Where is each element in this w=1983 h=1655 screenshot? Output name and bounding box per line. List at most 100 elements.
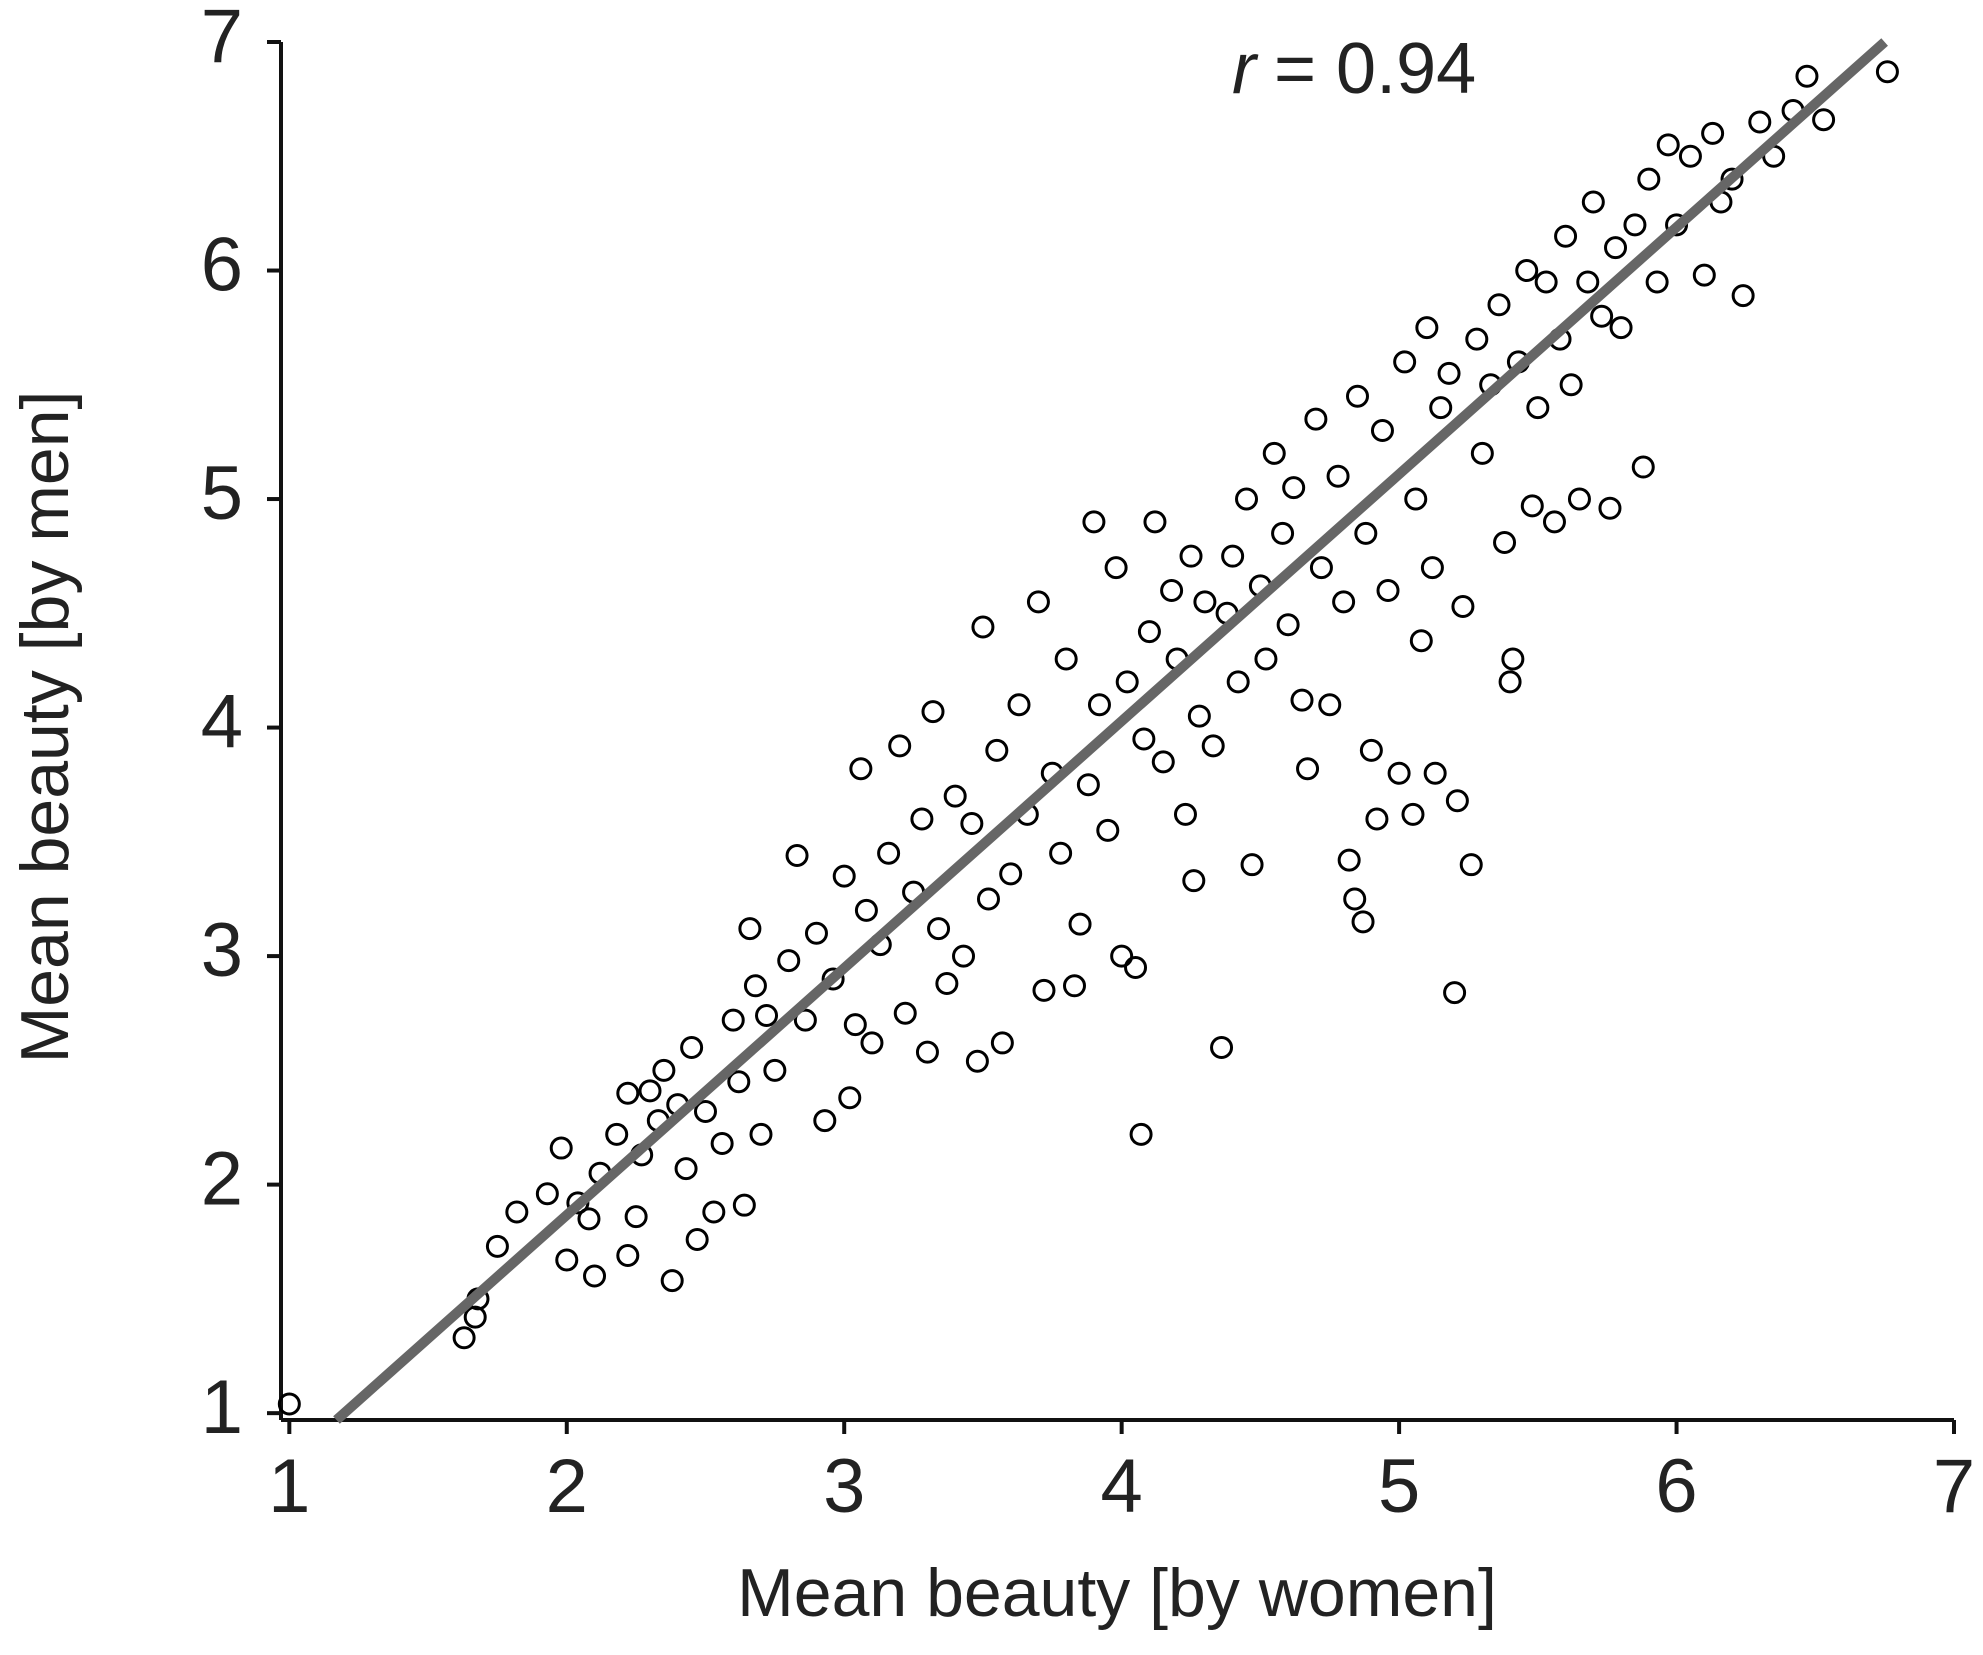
point [1487,293,1511,317]
point [1451,594,1475,618]
point [1493,530,1517,554]
point [738,917,762,941]
point [680,1036,704,1060]
point [1409,629,1433,653]
point [1692,263,1716,287]
point [965,1049,989,1073]
point [1420,556,1444,580]
point [616,1243,640,1267]
point [702,1200,726,1224]
point [1124,956,1148,980]
point [1096,818,1120,842]
point [910,807,934,831]
x-tick-label: 4 [1101,1444,1143,1529]
point [1179,544,1203,568]
point [693,1099,717,1123]
point [1068,912,1092,936]
point [1337,848,1361,872]
point [1554,224,1578,248]
point [1326,464,1350,488]
point [549,1136,573,1160]
point [1631,455,1655,479]
point [463,1305,487,1329]
point [1609,316,1633,340]
point [952,944,976,968]
point [943,784,967,808]
point [927,917,951,941]
point [1459,853,1483,877]
point [1115,670,1139,694]
point [452,1326,476,1350]
point [1271,521,1295,545]
annotation: r = 0.94 [1232,29,1476,109]
point [732,1193,756,1217]
point [1598,496,1622,520]
point [960,812,984,836]
point [843,1013,867,1037]
point [1104,556,1128,580]
point [1254,647,1278,671]
y-tick-label: 6 [201,223,243,308]
annotation-text: = 0.94 [1274,29,1476,109]
point [1404,487,1428,511]
point [821,967,845,991]
point [1415,316,1439,340]
point [763,1058,787,1082]
point [755,1004,779,1028]
y-tick-label: 4 [201,680,243,765]
point [1201,734,1225,758]
fit-line [333,38,1888,1424]
point [616,1081,640,1105]
point [935,972,959,996]
point [1542,510,1566,534]
point [1276,613,1300,637]
point [1318,693,1342,717]
point [1182,869,1206,893]
point [1304,407,1328,431]
point [1129,1122,1153,1146]
point [1875,60,1899,84]
point [1387,761,1411,785]
y-tick-label: 1 [201,1365,243,1450]
point [793,1008,817,1032]
point [1173,802,1197,826]
point [1354,521,1378,545]
point [1443,981,1467,1005]
point [1049,841,1073,865]
point [1240,853,1264,877]
point [743,974,767,998]
point [1351,910,1375,934]
point [1343,887,1367,911]
point [1534,270,1558,294]
point [849,757,873,781]
point [1470,441,1494,465]
point [976,887,1000,911]
point [838,1086,862,1110]
point [721,1008,745,1032]
point [749,1122,773,1146]
point [1445,789,1469,813]
point [1345,384,1369,408]
point [1032,978,1056,1002]
point [1465,327,1489,351]
point [915,1040,939,1064]
point [1235,487,1259,511]
point [1559,373,1583,397]
point [485,1234,509,1258]
point [624,1205,648,1229]
point [971,615,995,639]
point [605,1122,629,1146]
point [1501,647,1525,671]
point [813,1109,837,1133]
point [555,1248,579,1272]
x-tick-label: 1 [268,1444,310,1529]
point [1645,270,1669,294]
point [1137,620,1161,644]
point [1812,108,1836,132]
point [1637,167,1661,191]
point [674,1157,698,1181]
point [577,1207,601,1231]
point [1678,144,1702,168]
point [583,1264,607,1288]
